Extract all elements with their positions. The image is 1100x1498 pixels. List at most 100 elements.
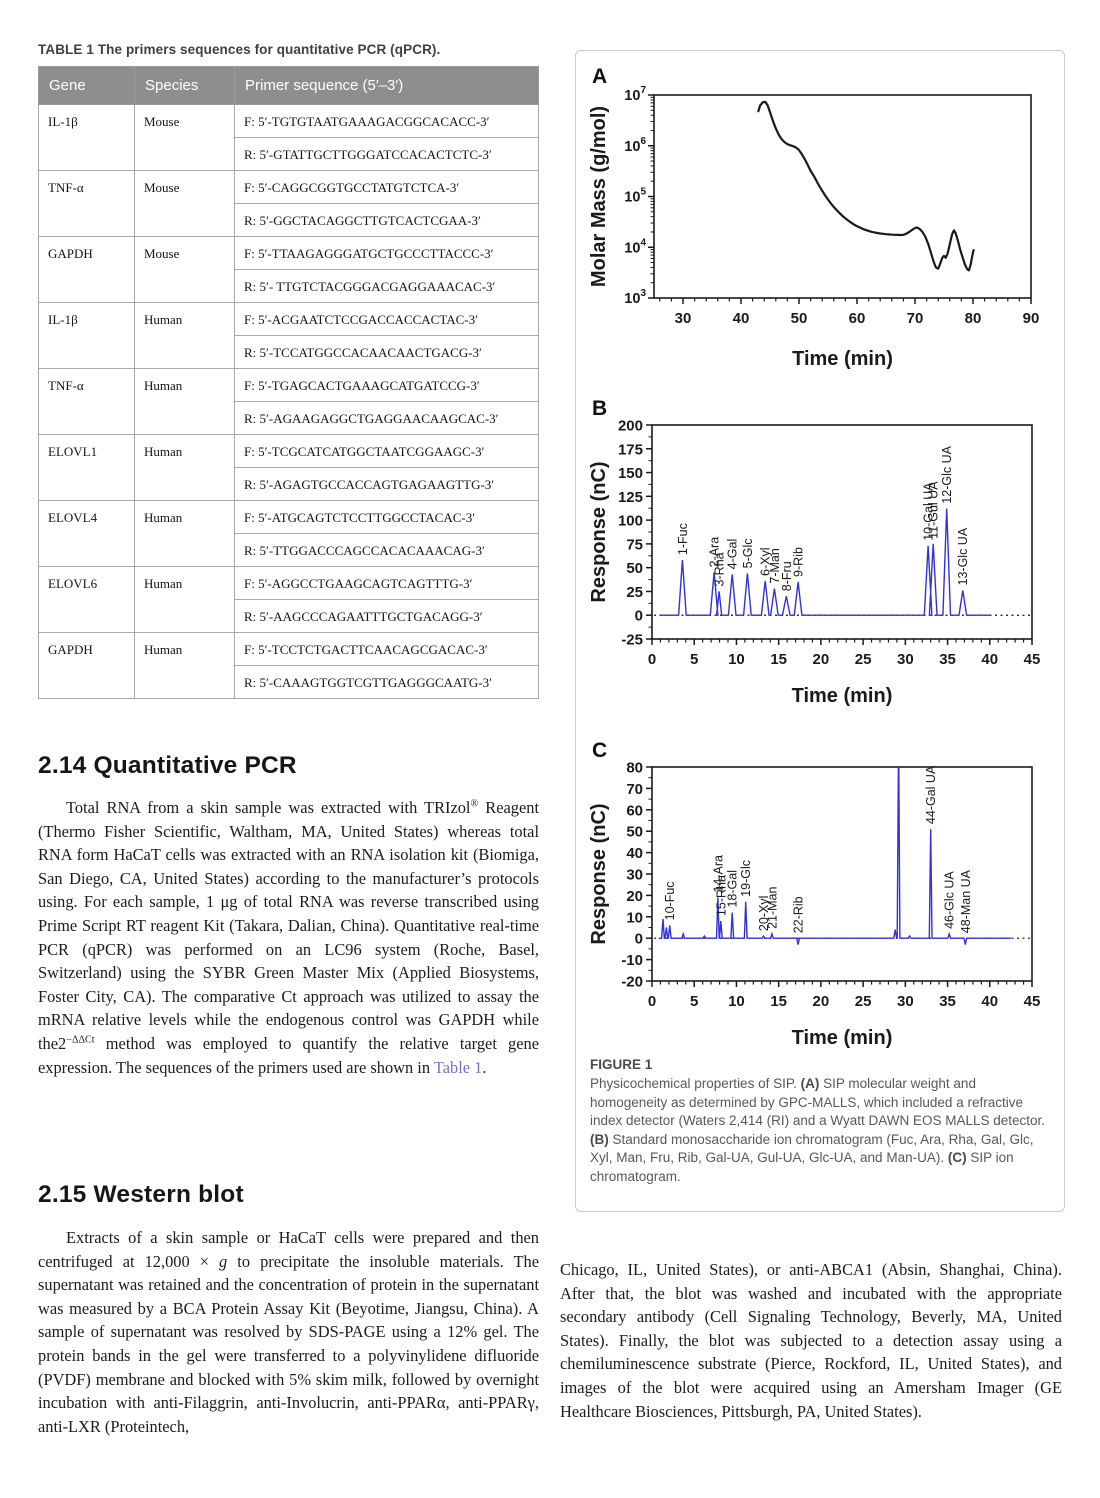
section-heading-western: 2.15 Western blot <box>38 1181 244 1208</box>
cell-species: Mouse <box>134 170 235 237</box>
svg-text:175: 175 <box>618 441 643 458</box>
svg-text:200: 200 <box>618 418 643 435</box>
svg-text:60: 60 <box>626 802 643 819</box>
svg-text:35: 35 <box>939 651 956 668</box>
figure-caption: FIGURE 1 Physicochemical properties of S… <box>590 1057 1046 1187</box>
svg-text:35: 35 <box>939 993 956 1010</box>
svg-text:-25: -25 <box>621 632 643 649</box>
section-heading-qpcr: 2.14 Quantitative PCR <box>38 752 297 779</box>
cell-primer-reverse: R: 5′-GGCTACAGGCTTGTCACTCGAA-3′ <box>234 203 539 237</box>
cell-primer-forward: F: 5′-TTAAGAGGGATGCTGCCCTTACCC-3′ <box>234 236 539 270</box>
panel-label-a: A <box>592 65 608 88</box>
cell-primer-reverse: R: 5′- TTGTCTACGGGACGAGGAAACAC-3′ <box>234 269 539 303</box>
svg-text:30: 30 <box>675 310 692 327</box>
svg-text:10: 10 <box>728 651 745 668</box>
svg-text:80: 80 <box>626 760 643 777</box>
cell-primer-reverse: R: 5′-CAAAGTGGTCGTTGAGGGCAATG-3′ <box>234 665 539 699</box>
table-row: R: 5′-AGAAGAGGCTGAGGAACAAGCAC-3′ <box>39 401 539 435</box>
svg-text:60: 60 <box>849 310 866 327</box>
svg-text:150: 150 <box>618 465 643 482</box>
cell-species: Human <box>134 434 235 501</box>
table-row: IL-1β Mouse F: 5′-TGTGTAATGAAAGACGGCACACC-… <box>38 104 539 171</box>
svg-text:25: 25 <box>855 651 872 668</box>
svg-text:8-Fru: 8-Fru <box>780 561 794 591</box>
svg-text:40: 40 <box>981 651 998 668</box>
svg-text:0: 0 <box>648 993 656 1010</box>
svg-text:44-Gal UA: 44-Gal UA <box>924 765 938 824</box>
table-row: R: 5′-CAAAGTGGTCGTTGAGGGCAATG-3′ <box>39 665 539 699</box>
svg-text:Response (nC): Response (nC) <box>588 803 610 944</box>
svg-text:103: 103 <box>624 288 646 307</box>
svg-text:12-Glc UA: 12-Glc UA <box>940 445 954 503</box>
panel-label-c: C <box>592 739 608 762</box>
svg-text:15-Rha: 15-Rha <box>714 875 728 916</box>
table-row: GAPDH Human F: 5′-TCCTCTGACTTCAACAGCGACAC-… <box>38 632 539 699</box>
table-row: R: 5′-TCCATGGCCACAACAACTGACG-3′ <box>39 335 539 369</box>
svg-text:Response (nC): Response (nC) <box>588 461 610 602</box>
cell-primer-forward: F: 5′-ACGAATCTCCGACCACCACTAC-3′ <box>234 302 539 336</box>
svg-text:70: 70 <box>626 781 643 798</box>
cell-gene: ELOVL1 <box>38 434 135 501</box>
svg-text:40: 40 <box>626 845 643 862</box>
table-1-link[interactable]: Table 1 <box>433 1057 483 1077</box>
svg-text:25: 25 <box>626 584 643 601</box>
svg-text:48-Man UA: 48-Man UA <box>959 869 973 933</box>
svg-text:46-Glc UA: 46-Glc UA <box>943 871 957 929</box>
cell-primer-forward: F: 5′-TGAGCACTGAAAGCATGATCCG-3′ <box>234 368 539 402</box>
paragraph-western: Extracts of a skin sample or HaCaT cells… <box>38 1228 539 1436</box>
svg-text:90: 90 <box>1023 310 1040 327</box>
chart-svg-A: 30 40 50 60 70 80 90 103 104 105 106 107 Time (min) M… <box>588 85 1040 370</box>
svg-text:14-Ara: 14-Ara <box>711 855 725 893</box>
svg-text:18-Gal: 18-Gal <box>726 870 740 908</box>
svg-text:50: 50 <box>626 824 643 841</box>
table-header-row: Gene Species Primer sequence (5′–3′) <box>38 66 539 105</box>
svg-text:Time (min): Time (min) <box>792 348 893 370</box>
svg-text:-10: -10 <box>621 952 643 969</box>
svg-text:20: 20 <box>626 888 643 905</box>
svg-text:30: 30 <box>897 993 914 1010</box>
svg-text:5: 5 <box>690 993 698 1010</box>
svg-text:10: 10 <box>728 993 745 1010</box>
col-header-primer: Primer sequence (5′–3′) <box>234 66 539 105</box>
svg-text:5-Glc: 5-Glc <box>741 538 755 568</box>
svg-text:0: 0 <box>635 931 643 948</box>
svg-text:4-Gal: 4-Gal <box>726 539 740 570</box>
cell-primer-reverse: R: 5′-AGAGTGCCACCAGTGAGAAGTTG-3′ <box>234 467 539 501</box>
table-caption: TABLE 1 The primers sequences for quanti… <box>38 42 441 57</box>
cell-primer-reverse: R: 5′-GTATTGCTTGGGATCCACACTCTC-3′ <box>234 137 539 171</box>
svg-text:75: 75 <box>626 536 643 553</box>
svg-text:45: 45 <box>1024 993 1041 1010</box>
table-row: R: 5′-AAGCCCAGAATTTGCTGACAGG-3′ <box>39 599 539 633</box>
cell-primer-reverse: R: 5′-TTGGACCCAGCCACACAAACAG-3′ <box>234 533 539 567</box>
svg-text:0: 0 <box>635 608 643 625</box>
svg-text:5: 5 <box>690 651 698 668</box>
svg-text:30: 30 <box>897 651 914 668</box>
cell-gene: IL-1β <box>38 302 135 369</box>
cell-species: Mouse <box>134 236 235 303</box>
svg-text:125: 125 <box>618 489 643 506</box>
chart-b-standard-chromatogram: 0 5 10 15 20 25 30 35 40 45 -25 0 25 50 75 100 125 150 175… <box>588 413 1048 718</box>
svg-text:45: 45 <box>1024 651 1041 668</box>
col-header-gene: Gene <box>38 66 135 105</box>
cell-primer-forward: F: 5′-TGTGTAATGAAAGACGGCACACC-3′ <box>234 104 539 138</box>
svg-text:Time (min): Time (min) <box>792 685 893 707</box>
svg-text:0: 0 <box>648 651 656 668</box>
col-header-species: Species <box>134 66 235 105</box>
cell-primer-forward: F: 5′-CAGGCGGTGCCTATGTCTCA-3′ <box>234 170 539 204</box>
table-row: R: 5′-AGAGTGCCACCAGTGAGAAGTTG-3′ <box>39 467 539 501</box>
svg-text:7-Man: 7-Man <box>768 548 782 583</box>
svg-text:30: 30 <box>626 867 643 884</box>
table-row: GAPDH Mouse F: 5′-TTAAGAGGGATGCTGCCCTTACCC… <box>38 236 539 303</box>
svg-text:15: 15 <box>770 993 787 1010</box>
svg-text:-20: -20 <box>621 974 643 991</box>
cell-primer-reverse: R: 5′-AGAAGAGGCTGAGGAACAAGCAC-3′ <box>234 401 539 435</box>
svg-text:9-Rib: 9-Rib <box>792 547 806 577</box>
svg-text:20: 20 <box>813 651 830 668</box>
svg-text:105: 105 <box>624 187 646 206</box>
svg-text:50: 50 <box>626 560 643 577</box>
svg-text:2-Ara: 2-Ara <box>708 537 722 568</box>
chart-svg-C: 0 5 10 15 20 25 30 35 40 45 -20 -10 0 10 20 30 40 50 60 70 8… <box>588 760 1041 1050</box>
svg-text:Time (min): Time (min) <box>792 1027 893 1049</box>
svg-text:10-Fuc: 10-Fuc <box>663 881 677 920</box>
